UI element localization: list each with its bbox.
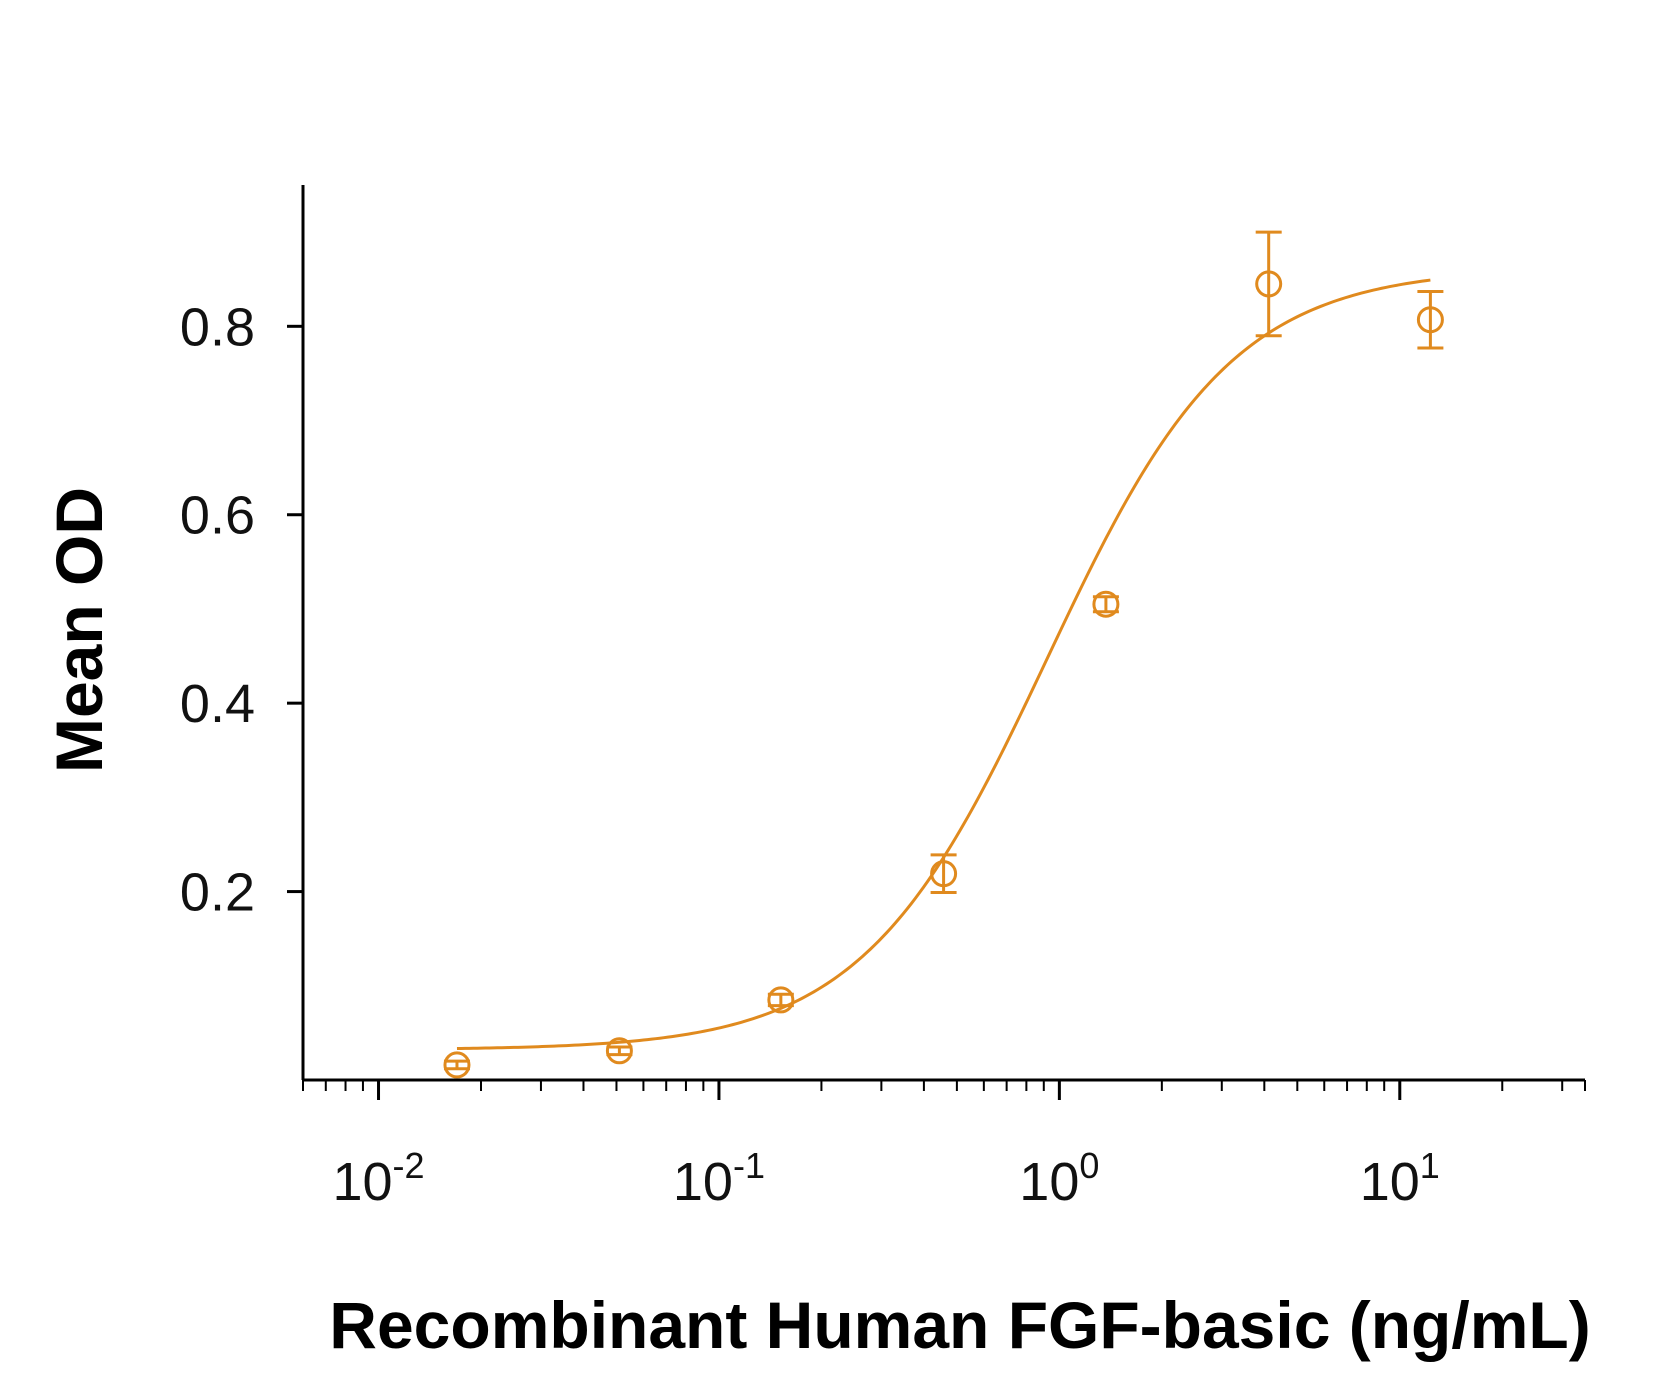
x-axis-title: Recombinant Human FGF-basic (ng/mL) [329,1288,1590,1362]
data-point-marker [1092,590,1120,618]
data-point-marker [767,986,795,1014]
y-tick-label: 0.2 [180,863,255,923]
x-tick-exponent: -2 [393,1145,425,1186]
x-tick-base: 10 [1019,1152,1079,1212]
y-tick-label: 0.6 [180,486,255,546]
data-point [1092,590,1120,618]
data-point-marker [1255,270,1283,298]
x-tick-base: 10 [1360,1152,1420,1212]
data-point [767,986,795,1014]
fit-curve-layer [456,278,1431,1051]
y-tick-label: 0.4 [180,674,255,734]
data-point [605,1037,633,1065]
x-tick-label: 100 [1019,1145,1099,1212]
data-point [930,853,958,895]
data-point [1416,289,1444,350]
data-point-marker [1416,306,1444,334]
x-tick-label: 101 [1360,1145,1440,1212]
data-points-layer [443,230,1444,1079]
fit-curve [456,278,1431,1051]
y-axis-title: Mean OD [42,487,116,773]
x-tick-base: 10 [332,1152,392,1212]
data-point [1255,230,1283,338]
x-tick-exponent: -1 [733,1145,765,1186]
x-tick-exponent: 0 [1079,1145,1099,1186]
x-tick-label: 10-1 [673,1145,765,1212]
x-tick-base: 10 [673,1152,733,1212]
axes: 0.20.40.60.810-2 10-1 100 101 [180,185,1586,1212]
data-point [443,1051,471,1079]
y-tick-label: 0.8 [180,297,255,357]
x-tick-label: 10-2 [332,1145,424,1212]
x-tick-exponent: 1 [1420,1145,1440,1186]
data-point-marker [605,1037,633,1065]
data-point-marker [930,860,958,888]
data-point-marker [443,1051,471,1079]
